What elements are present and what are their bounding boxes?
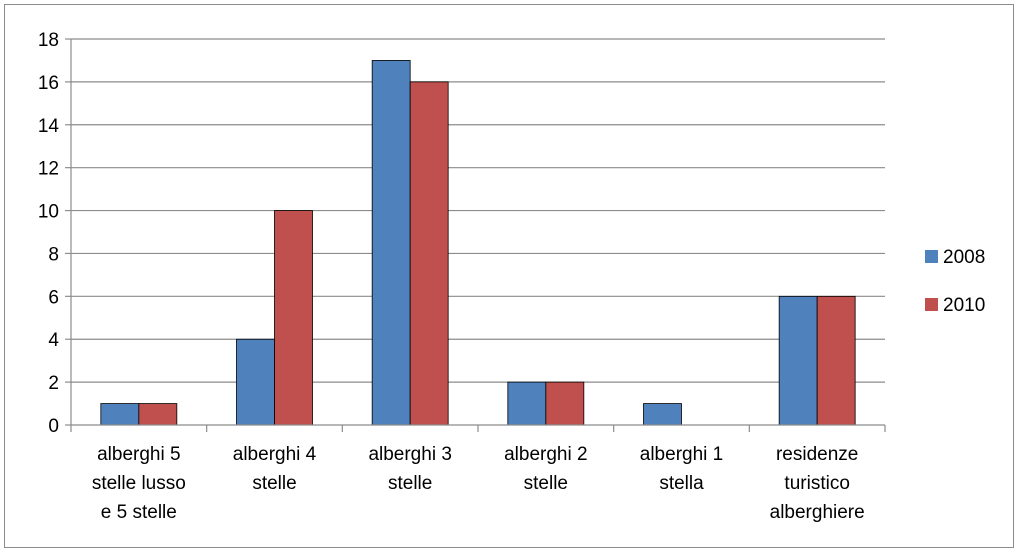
x-category-label: alberghi 3 stelle [368, 444, 451, 494]
y-tick-label: 10 [38, 202, 59, 223]
bar-2008-3 [507, 381, 547, 426]
x-category-label: alberghi 2 stelle [504, 444, 587, 494]
x-category-label: alberghi 4 stelle [233, 444, 317, 494]
x-category-label: residenze turistico alberghiere [770, 444, 865, 523]
y-tick-label: 12 [38, 159, 59, 180]
legend-label-2008: 2008 [943, 247, 985, 268]
y-tick-label: 2 [48, 373, 59, 394]
y-tick-label: 4 [48, 330, 59, 351]
bar-2010-5 [816, 295, 856, 426]
y-tick-label: 6 [48, 287, 59, 308]
legend: 2008 2010 [925, 247, 985, 316]
bars [100, 60, 856, 426]
y-tick-label: 0 [48, 416, 59, 437]
legend-swatch-2010 [925, 298, 938, 311]
axes [65, 38, 886, 432]
bar-2010-2 [409, 81, 449, 426]
gridlines [71, 38, 885, 383]
bar-2010-1 [274, 210, 313, 426]
bar-2008-4 [643, 403, 682, 426]
bar-2008-2 [371, 60, 411, 426]
x-category-label: alberghi 5 stelle lusso e 5 stelle [92, 444, 186, 523]
legend-swatch-2008 [925, 250, 938, 263]
y-tick-label: 16 [38, 73, 59, 94]
y-tick-label: 14 [38, 116, 60, 137]
x-category-labels: alberghi 5 stelle lusso e 5 stelle alberghi… [92, 444, 865, 523]
x-category-label: alberghi 1 stella [640, 444, 723, 494]
bar-2008-0 [100, 403, 140, 426]
y-tick-label: 18 [38, 30, 59, 51]
legend-label-2010: 2010 [943, 295, 985, 316]
bar-2010-0 [138, 403, 178, 426]
y-tick-label: 8 [48, 244, 59, 265]
bar-2010-3 [545, 381, 585, 426]
bar-2008-5 [778, 295, 818, 426]
bar-chart: 0 2 4 6 8 10 12 14 16 18 alberghi 5 stelle lusso e … [38, 30, 985, 523]
chart-frame: 0 2 4 6 8 10 12 14 16 18 alberghi 5 stelle lusso e … [4, 4, 1014, 548]
y-tick-labels: 0 2 4 6 8 10 12 14 16 18 [38, 30, 60, 437]
bar-2008-1 [236, 338, 275, 426]
